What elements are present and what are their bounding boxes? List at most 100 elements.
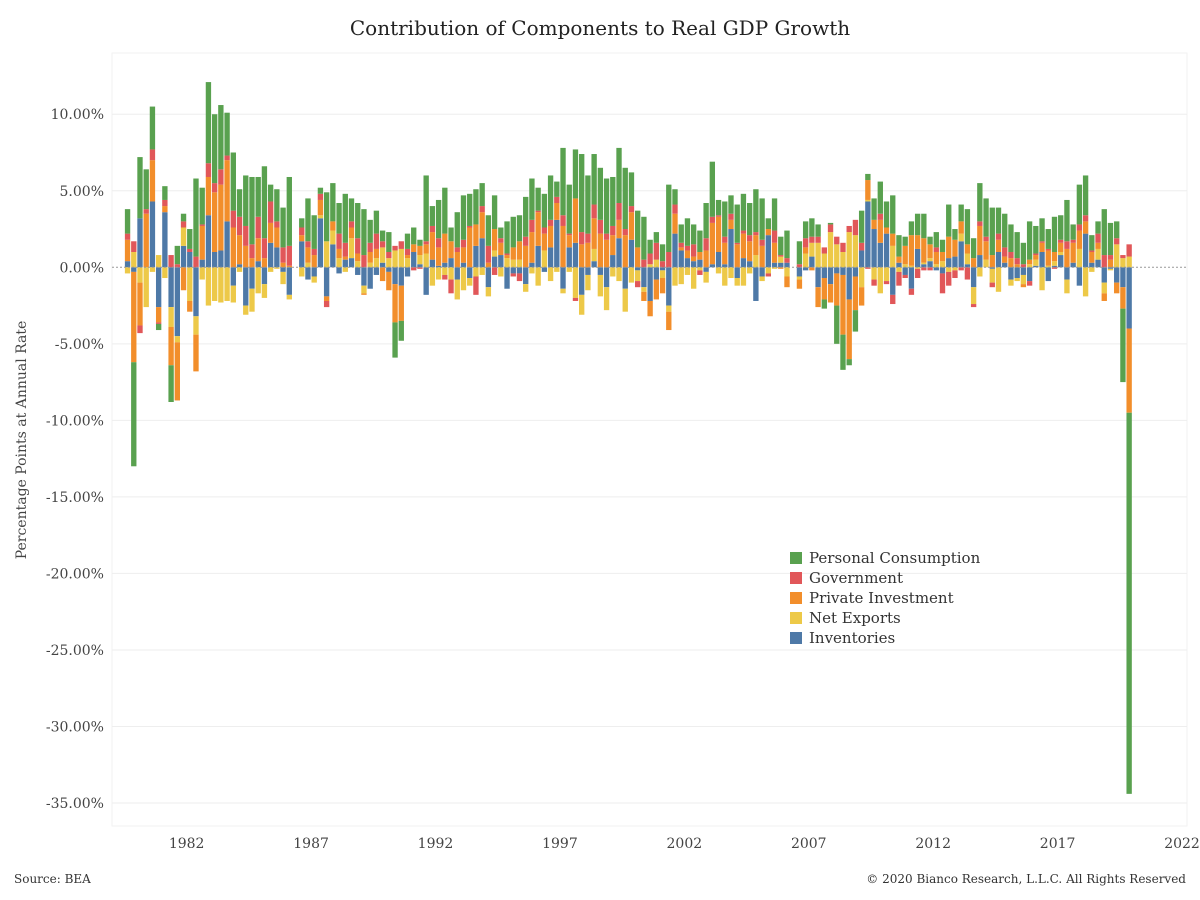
bar-segment-government	[902, 274, 908, 279]
bar-segment-government	[566, 233, 572, 236]
bar-segment-government	[535, 210, 541, 213]
bar-segment-private-investment	[205, 176, 212, 216]
bar-segment-net-exports	[504, 258, 510, 268]
bar-segment-net-exports	[336, 258, 342, 268]
bar-segment-government	[417, 267, 423, 269]
bar-segment-inventories	[914, 248, 921, 268]
bar-segment-private-investment	[877, 219, 883, 243]
bar-segment-government	[840, 242, 846, 252]
bar-segment-personal-consumption	[659, 244, 666, 262]
bar-segment-inventories	[995, 251, 1002, 268]
bar-segment-government	[230, 210, 236, 228]
bar-segment-net-exports	[722, 267, 728, 286]
bar-segment-personal-consumption	[958, 204, 964, 222]
bar-segment-inventories	[547, 247, 554, 268]
bar-segment-government	[149, 149, 156, 161]
bar-segment-personal-consumption	[647, 239, 653, 254]
bar-segment-inventories	[398, 267, 404, 286]
bar-segment-government	[603, 233, 610, 240]
bar-segment-private-investment	[890, 233, 896, 246]
bar-segment-net-exports	[479, 267, 485, 275]
bar-segment-inventories	[149, 201, 156, 268]
bar-segment-net-exports	[460, 267, 467, 291]
bar-segment-personal-consumption	[896, 235, 902, 257]
legend-item-net-exports[interactable]: Net Exports	[790, 608, 980, 628]
legend-label: Government	[809, 569, 903, 587]
bar-segment-private-investment	[1039, 242, 1045, 252]
bar-segment-government	[802, 238, 809, 248]
bar-segment-government	[771, 230, 778, 243]
bar-segment-inventories	[348, 258, 355, 268]
bar-segment-government	[572, 297, 579, 301]
bar-segment-net-exports	[771, 267, 778, 269]
bar-segment-personal-consumption	[429, 206, 436, 226]
bar-segment-inventories	[1045, 267, 1051, 282]
bar-segment-net-exports	[834, 244, 840, 268]
x-tick-label: 1992	[418, 836, 454, 852]
bar-segment-personal-consumption	[933, 232, 939, 248]
legend-item-private-investment[interactable]: Private Investment	[790, 588, 980, 608]
bar-segment-inventories	[622, 267, 628, 289]
bar-segment-inventories	[579, 267, 585, 295]
bar-segment-inventories	[952, 256, 958, 268]
bar-segment-net-exports	[131, 251, 137, 268]
bar-segment-personal-consumption	[684, 218, 691, 246]
bar-segment-net-exports	[964, 253, 971, 265]
bar-segment-private-investment	[572, 198, 579, 243]
source-note: Source: BEA	[14, 872, 91, 886]
bar-segment-government	[398, 241, 404, 249]
bar-segment-inventories	[871, 229, 877, 268]
bar-segment-personal-consumption	[1114, 221, 1120, 239]
legend-item-government[interactable]: Government	[790, 568, 980, 588]
bar-segment-personal-consumption	[585, 175, 591, 234]
bar-segment-private-investment	[311, 255, 317, 268]
bar-segment-net-exports	[647, 264, 653, 268]
y-tick-label: -20.00%	[46, 566, 104, 582]
bar-segment-net-exports	[908, 265, 915, 268]
bar-segment-private-investment	[429, 232, 436, 260]
bar-segment-government	[796, 264, 803, 268]
bar-segment-government	[311, 248, 317, 256]
bar-segment-personal-consumption	[554, 181, 560, 197]
bar-segment-inventories	[1114, 267, 1120, 283]
bar-segment-net-exports	[690, 267, 697, 289]
bar-segment-private-investment	[970, 258, 977, 268]
legend-item-inventories[interactable]: Inventories	[790, 628, 980, 648]
bar-segment-private-investment	[1014, 264, 1020, 268]
bar-segment-private-investment	[865, 180, 871, 200]
bar-segment-inventories	[361, 267, 367, 286]
bar-segment-private-investment	[131, 271, 137, 363]
bar-segment-government	[635, 281, 641, 288]
bar-segment-personal-consumption	[1051, 216, 1058, 252]
y-tick-label: -5.00%	[55, 337, 104, 353]
bar-segment-personal-consumption	[858, 210, 865, 243]
bar-segment-government	[255, 216, 261, 239]
bar-segment-net-exports	[852, 235, 859, 268]
bar-segment-inventories	[809, 256, 815, 268]
bar-segment-inventories	[697, 259, 703, 268]
bar-segment-personal-consumption	[703, 203, 709, 239]
bar-segment-personal-consumption	[572, 149, 579, 199]
bar-segment-net-exports	[348, 238, 355, 259]
bar-segment-personal-consumption	[373, 210, 380, 234]
bar-segment-net-exports	[274, 267, 280, 269]
bar-segment-inventories	[865, 201, 871, 268]
bar-segment-private-investment	[454, 251, 460, 268]
bar-segment-private-investment	[666, 311, 672, 331]
bar-segment-government	[454, 247, 460, 252]
bar-segment-net-exports	[305, 262, 311, 268]
bar-segment-private-investment	[498, 242, 504, 256]
bar-segment-net-exports	[516, 259, 523, 268]
bar-segment-personal-consumption	[722, 201, 728, 237]
bar-segment-net-exports	[367, 262, 373, 268]
bar-segment-inventories	[131, 267, 137, 272]
bar-segment-personal-consumption	[1058, 215, 1064, 240]
bar-segment-government	[523, 236, 529, 246]
legend-item-personal-consumption[interactable]: Personal Consumption	[790, 548, 980, 568]
legend-swatch	[790, 612, 802, 624]
bar-segment-inventories	[765, 235, 771, 268]
bar-segment-government	[591, 204, 597, 219]
bar-segment-government	[1076, 224, 1083, 231]
bar-segment-inventories	[286, 267, 292, 295]
y-tick-label: -35.00%	[46, 796, 104, 812]
